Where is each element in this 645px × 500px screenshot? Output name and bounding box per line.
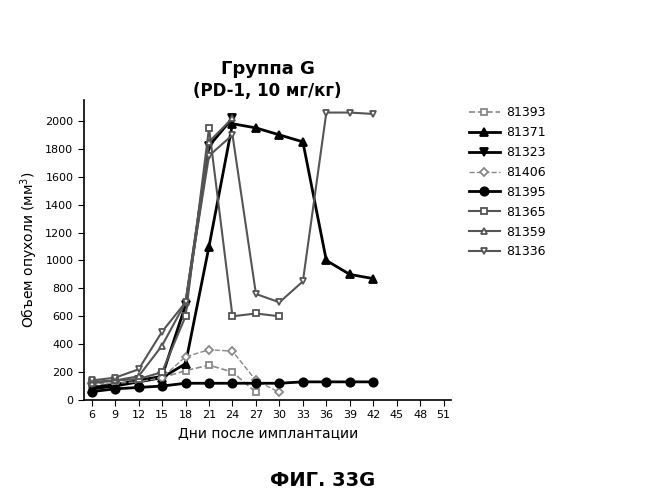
81406 — [88, 380, 95, 386]
81371 — [158, 374, 166, 380]
81359 — [182, 300, 190, 306]
81323 — [228, 115, 236, 121]
81336 — [112, 374, 119, 380]
81323 — [182, 302, 190, 308]
Line: 81336: 81336 — [88, 109, 377, 384]
81359 — [158, 342, 166, 348]
81359 — [88, 380, 95, 386]
81336 — [346, 110, 353, 116]
Line: 81365: 81365 — [88, 124, 283, 386]
81365 — [135, 376, 143, 382]
Line: 81323: 81323 — [88, 114, 237, 392]
81393 — [205, 362, 213, 368]
81336 — [88, 378, 95, 384]
81365 — [182, 314, 190, 320]
81336 — [158, 328, 166, 334]
81395 — [370, 379, 377, 385]
81323 — [112, 382, 119, 388]
Line: 81359: 81359 — [88, 114, 236, 386]
81406 — [158, 374, 166, 380]
Line: 81393: 81393 — [88, 362, 259, 396]
81395 — [182, 380, 190, 386]
81395 — [346, 379, 353, 385]
81393 — [182, 368, 190, 374]
81336 — [252, 291, 260, 297]
81371 — [88, 386, 95, 392]
81395 — [299, 379, 307, 385]
81365 — [112, 378, 119, 384]
81393 — [158, 374, 166, 380]
Text: ФИГ. 33G: ФИГ. 33G — [270, 471, 375, 490]
81395 — [135, 384, 143, 390]
81371 — [370, 276, 377, 281]
81395 — [322, 379, 330, 385]
81371 — [299, 139, 307, 145]
81336 — [299, 278, 307, 284]
81406 — [112, 380, 119, 386]
81371 — [228, 120, 236, 126]
81371 — [135, 379, 143, 385]
81395 — [158, 383, 166, 389]
81371 — [322, 258, 330, 264]
81336 — [370, 111, 377, 117]
Line: 81371: 81371 — [88, 120, 377, 393]
81336 — [135, 366, 143, 372]
81359 — [135, 374, 143, 380]
81406 — [205, 347, 213, 353]
81395 — [228, 380, 236, 386]
81371 — [275, 132, 283, 138]
81393 — [135, 379, 143, 385]
81406 — [275, 390, 283, 396]
81359 — [228, 115, 236, 121]
81371 — [252, 125, 260, 131]
81336 — [182, 300, 190, 306]
X-axis label: Дни после имплантации: Дни после имплантации — [177, 426, 358, 440]
81406 — [228, 348, 236, 354]
Text: Группа G: Группа G — [221, 60, 315, 78]
81365 — [252, 310, 260, 316]
Legend: 81393, 81371, 81323, 81406, 81395, 81365, 81359, 81336: 81393, 81371, 81323, 81406, 81395, 81365… — [469, 106, 546, 258]
81371 — [346, 272, 353, 278]
Y-axis label: Объем опухоли (мм$^3$): Объем опухоли (мм$^3$) — [18, 172, 40, 328]
81406 — [182, 354, 190, 360]
81359 — [112, 378, 119, 384]
81336 — [205, 153, 213, 159]
81365 — [88, 379, 95, 385]
81371 — [182, 360, 190, 366]
81393 — [88, 383, 95, 389]
81406 — [135, 379, 143, 385]
Line: 81406: 81406 — [89, 347, 282, 395]
Line: 81395: 81395 — [88, 378, 377, 396]
81323 — [135, 378, 143, 384]
81365 — [158, 369, 166, 375]
81395 — [112, 386, 119, 392]
81393 — [228, 369, 236, 375]
81336 — [228, 132, 236, 138]
81323 — [205, 143, 213, 149]
81365 — [228, 314, 236, 320]
81371 — [205, 244, 213, 250]
81371 — [112, 383, 119, 389]
Text: (PD-1, 10 мг/кг): (PD-1, 10 мг/кг) — [194, 82, 342, 100]
81406 — [252, 378, 260, 384]
81359 — [205, 139, 213, 145]
81393 — [252, 390, 260, 396]
81336 — [275, 300, 283, 306]
81395 — [252, 380, 260, 386]
81395 — [275, 380, 283, 386]
81365 — [205, 125, 213, 131]
81323 — [88, 384, 95, 390]
81393 — [112, 380, 119, 386]
81365 — [275, 314, 283, 320]
81323 — [158, 374, 166, 380]
81395 — [205, 380, 213, 386]
81395 — [88, 388, 95, 394]
81336 — [322, 110, 330, 116]
